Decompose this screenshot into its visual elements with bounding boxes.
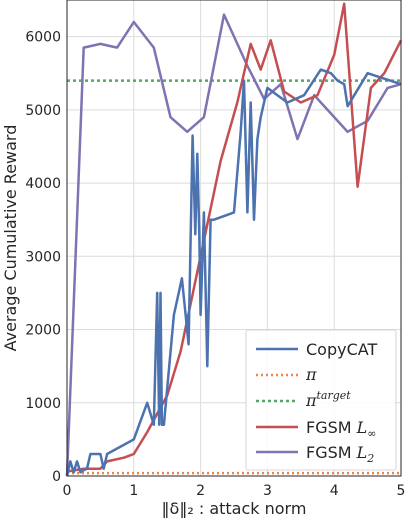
legend-label-pi: π	[305, 365, 317, 384]
series-line-4	[65, 13, 402, 477]
y-tick-label: 5000	[25, 103, 61, 119]
series-line-0	[65, 68, 402, 477]
x-tick-label: 4	[330, 483, 339, 499]
legend-label-fgsm-linf: FGSM L∞	[306, 418, 376, 440]
x-tick-label: 2	[196, 483, 205, 499]
series-layer	[65, 2, 403, 477]
x-tick-label: 5	[397, 483, 406, 499]
y-tick-label: 2000	[25, 323, 61, 339]
x-tick-label: 1	[129, 483, 138, 499]
x-tick-label: 0	[63, 483, 72, 499]
y-tick-label: 3000	[25, 249, 61, 265]
ticks: 0 1 2 3 4 5 0 1000 2000 3000 4000 5000 6000	[25, 30, 405, 499]
legend-label-fgsm-l2: FGSM L2	[306, 443, 374, 465]
legend-box	[245, 329, 397, 471]
x-tick-label: 3	[263, 483, 272, 499]
series-line-3	[66, 2, 403, 473]
y-axis-label: Average Cumulative Reward	[1, 125, 20, 352]
y-tick-label: 6000	[25, 30, 61, 46]
legend-label-copycat: CopyCAT	[306, 340, 377, 359]
legend-label-pi-target: πtarget	[305, 389, 351, 410]
plot-frame	[66, 0, 402, 477]
legend: CopyCAT π πtarget FGSM L∞ FGSM L2	[245, 329, 397, 471]
x-axis-label: ‖δ‖₂ : attack norm	[162, 499, 307, 518]
y-tick-label: 0	[52, 469, 61, 485]
y-tick-label: 4000	[25, 176, 61, 192]
y-tick-label: 1000	[25, 396, 61, 412]
